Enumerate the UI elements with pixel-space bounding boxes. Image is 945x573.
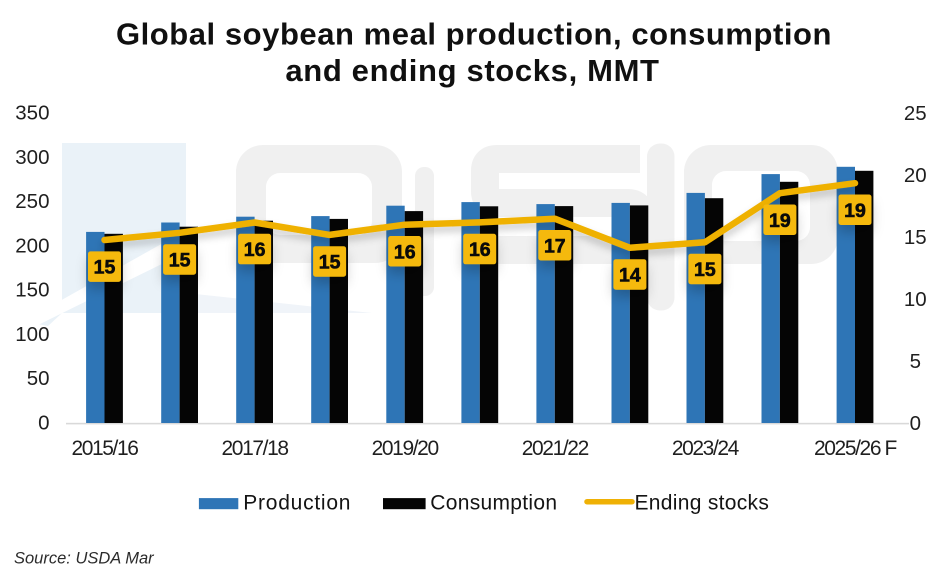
svg-text:2021/22: 2021/22 xyxy=(522,437,589,460)
svg-text:20: 20 xyxy=(904,164,927,187)
svg-text:15: 15 xyxy=(904,226,927,249)
svg-text:5: 5 xyxy=(910,350,921,373)
svg-text:200: 200 xyxy=(15,234,49,257)
svg-text:0: 0 xyxy=(910,412,921,435)
svg-text:15: 15 xyxy=(694,259,716,281)
svg-text:2019/20: 2019/20 xyxy=(372,437,439,460)
svg-text:15: 15 xyxy=(94,257,116,279)
svg-text:2015/16: 2015/16 xyxy=(71,437,138,460)
svg-text:and ending stocks, MMT: and ending stocks, MMT xyxy=(285,53,659,88)
svg-text:19: 19 xyxy=(769,210,791,232)
svg-text:15: 15 xyxy=(319,252,341,274)
svg-text:Global soybean meal production: Global soybean meal production, consumpt… xyxy=(116,17,832,52)
svg-text:350: 350 xyxy=(15,102,49,125)
svg-text:150: 150 xyxy=(15,279,49,302)
svg-text:Consumption: Consumption xyxy=(430,492,557,515)
svg-text:2025/26 F: 2025/26 F xyxy=(814,437,897,460)
svg-text:50: 50 xyxy=(27,367,50,390)
svg-text:25: 25 xyxy=(904,102,927,125)
svg-text:Source: USDA Mar: Source: USDA Mar xyxy=(14,550,155,568)
svg-text:10: 10 xyxy=(904,288,927,311)
svg-text:16: 16 xyxy=(394,241,416,263)
svg-text:0: 0 xyxy=(38,412,49,435)
svg-text:15: 15 xyxy=(169,249,191,271)
svg-text:16: 16 xyxy=(244,239,266,261)
svg-text:16: 16 xyxy=(469,239,491,261)
svg-text:2023/24: 2023/24 xyxy=(672,437,740,460)
svg-text:100: 100 xyxy=(15,323,49,346)
svg-text:2017/18: 2017/18 xyxy=(222,437,289,460)
svg-text:Ending stocks: Ending stocks xyxy=(635,492,770,515)
svg-text:17: 17 xyxy=(544,235,566,257)
svg-text:Production: Production xyxy=(243,492,351,515)
svg-text:19: 19 xyxy=(844,200,866,222)
svg-text:300: 300 xyxy=(15,146,49,169)
svg-text:14: 14 xyxy=(619,264,641,286)
svg-text:250: 250 xyxy=(15,190,49,213)
